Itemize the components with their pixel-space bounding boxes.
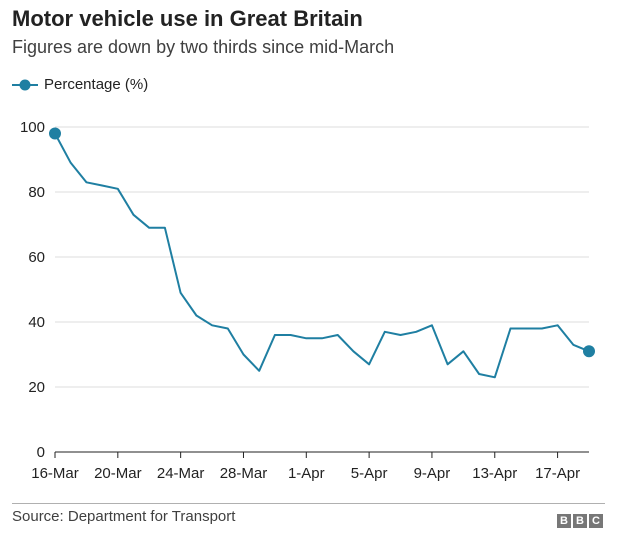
data-point xyxy=(321,337,323,340)
endpoint-marker xyxy=(49,127,61,140)
data-point xyxy=(117,187,119,190)
data-point xyxy=(274,334,276,336)
data-point xyxy=(132,213,135,216)
logo-letter: C xyxy=(589,514,603,528)
y-tick-label: 60 xyxy=(28,249,45,266)
y-tick-label: 0 xyxy=(37,444,45,461)
data-point xyxy=(258,369,260,372)
bbc-logo: B B C xyxy=(557,514,603,528)
data-point xyxy=(556,324,559,327)
x-tick-label: 24-Mar xyxy=(157,465,205,482)
x-tick-label: 16-Mar xyxy=(31,465,79,482)
data-point xyxy=(211,324,213,327)
endpoint-marker xyxy=(583,345,595,358)
data-point xyxy=(305,337,308,340)
legend: Percentage (%) xyxy=(12,76,148,93)
data-point xyxy=(101,184,103,187)
x-tick-label: 20-Mar xyxy=(94,465,142,482)
data-point xyxy=(478,373,480,375)
data-point xyxy=(164,226,166,229)
y-tick-label: 40 xyxy=(28,314,45,331)
data-point xyxy=(384,330,386,333)
data-point xyxy=(572,343,575,346)
legend-label: Percentage (%) xyxy=(44,76,149,93)
x-tick-label: 5-Apr xyxy=(351,465,388,482)
data-point xyxy=(368,363,370,366)
x-tick-label: 9-Apr xyxy=(414,465,451,482)
series-layer xyxy=(49,127,595,379)
y-tick-label: 20 xyxy=(28,379,45,396)
data-point xyxy=(493,376,496,379)
x-tick-label: 28-Mar xyxy=(220,465,268,482)
x-tick-label: 1-Apr xyxy=(288,465,325,482)
data-point xyxy=(352,350,355,353)
data-point xyxy=(148,226,151,229)
x-tick-label: 13-Apr xyxy=(472,465,517,482)
y-tick-label: 80 xyxy=(28,184,45,201)
data-point xyxy=(69,161,72,164)
x-tick-label: 17-Apr xyxy=(535,465,580,482)
x-axis-ticks: 16-Mar 20-Mar 24-Mar 28-Mar 1-Apr 5-Apr 9-Apr 1… xyxy=(31,452,580,482)
data-point xyxy=(195,314,198,317)
chart-title: Motor vehicle use in Great Britain xyxy=(12,6,363,31)
data-point xyxy=(462,350,465,353)
data-point xyxy=(399,334,402,336)
data-point xyxy=(289,334,292,336)
data-point xyxy=(446,363,449,366)
chart-subtitle: Figures are down by two thirds since mid… xyxy=(12,37,395,57)
data-point xyxy=(226,327,229,330)
data-point xyxy=(242,353,245,356)
data-point xyxy=(525,327,527,330)
data-point xyxy=(85,181,88,184)
footer-divider xyxy=(12,503,605,504)
logo-letter: B xyxy=(573,514,587,528)
legend-line-marker-icon xyxy=(12,79,38,90)
data-point xyxy=(179,291,182,294)
series-line xyxy=(54,133,590,379)
y-gridlines xyxy=(55,126,589,453)
data-point xyxy=(336,334,339,336)
y-axis-ticks: 0 20 40 60 80 100 xyxy=(20,119,45,461)
source-note: Source: Department for Transport xyxy=(12,508,236,525)
data-point xyxy=(509,327,512,330)
y-tick-label: 100 xyxy=(20,119,45,136)
data-point xyxy=(415,330,418,333)
data-point xyxy=(431,324,433,327)
data-point xyxy=(541,327,543,330)
logo-letter: B xyxy=(557,514,571,528)
